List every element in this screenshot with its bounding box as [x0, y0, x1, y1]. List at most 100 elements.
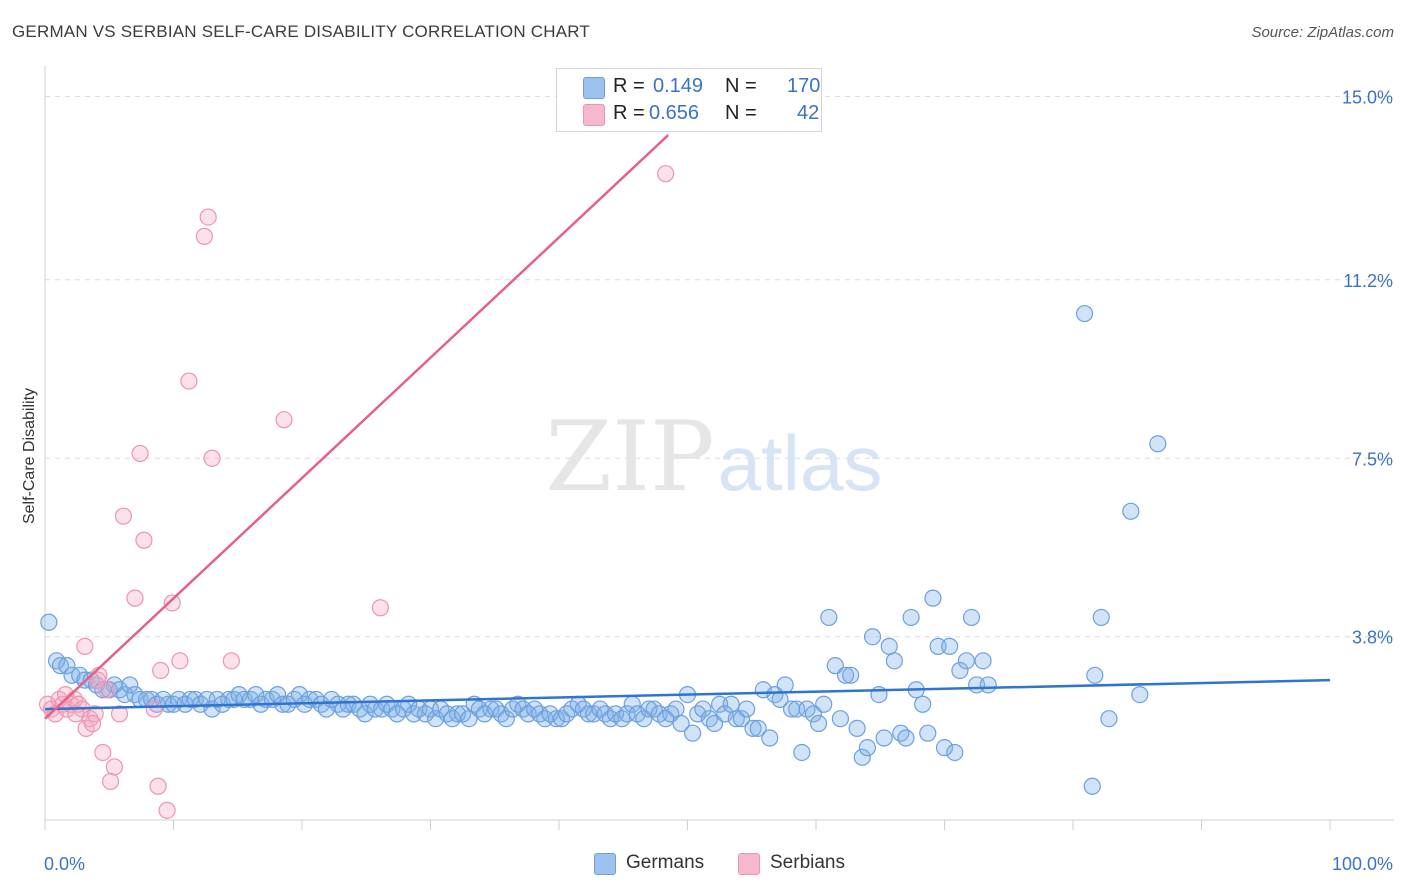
- x-tick-label: 100.0%: [1332, 854, 1393, 874]
- x-tick-label: 0.0%: [44, 854, 85, 874]
- german-point: [979, 676, 997, 694]
- y-tick-label: 11.2%: [1343, 271, 1393, 291]
- german-point: [645, 700, 663, 718]
- german-point: [761, 729, 779, 747]
- legend-r-value: 0.149: [653, 75, 704, 97]
- bottom-legend-swatch-germans: [594, 853, 616, 875]
- german-point: [776, 676, 794, 694]
- german-point: [836, 666, 855, 684]
- serbian-point: [94, 743, 112, 762]
- german-point: [914, 695, 932, 713]
- german-point: [640, 700, 658, 718]
- german-point: [974, 652, 992, 670]
- german-point: [880, 637, 898, 655]
- german-point: [951, 661, 969, 680]
- y-axis-label: Self-Care Disability: [21, 388, 38, 524]
- y-tick-label: 7.5%: [1352, 449, 1393, 469]
- german-point: [935, 739, 954, 757]
- german-point: [863, 628, 882, 646]
- serbian-point: [163, 594, 181, 612]
- german-point: [919, 724, 937, 742]
- germans-trend-line: [44, 678, 1331, 711]
- serbian-point: [131, 444, 149, 463]
- serbian-point: [76, 637, 94, 655]
- german-point: [1092, 608, 1110, 627]
- serbians-trend-line: [44, 134, 670, 720]
- german-point: [416, 705, 434, 723]
- bottom-legend-label: Germans: [626, 852, 705, 873]
- german-point: [924, 589, 942, 607]
- serbian-point: [114, 507, 132, 525]
- legend-r-label: R =: [613, 75, 645, 97]
- german-point: [497, 710, 515, 728]
- serbian-point: [203, 449, 221, 467]
- serbian-point: [171, 652, 189, 670]
- german-point: [1100, 710, 1118, 728]
- serbian-point: [158, 801, 176, 819]
- german-point: [334, 700, 352, 718]
- y-tick-label: 3.8%: [1352, 628, 1393, 648]
- german-point: [793, 743, 811, 762]
- german-point: [1083, 777, 1101, 795]
- german-point: [443, 710, 461, 728]
- legend-swatch-serbians: [583, 104, 605, 126]
- watermark: ZIP atlas: [545, 401, 882, 513]
- legend-n-label: N =: [725, 75, 757, 97]
- serbian-point: [126, 589, 144, 607]
- german-point: [1075, 304, 1094, 323]
- tick-labels: 3.8% 7.5% 11.2% 15.0% 0.0% 100.0%: [44, 88, 1393, 875]
- german-point: [672, 714, 690, 733]
- serbian-point: [83, 714, 102, 733]
- serbian-point: [135, 531, 153, 549]
- german-point: [815, 695, 833, 713]
- german-point: [809, 714, 828, 733]
- serbian-point: [101, 772, 120, 791]
- german-point: [885, 652, 903, 670]
- correlation-legend: R = 0.149 N = 170 R = 0.656 N = 42: [556, 68, 822, 132]
- trend-lines: [44, 134, 1331, 720]
- german-point: [892, 724, 910, 742]
- serbian-point: [195, 227, 213, 245]
- german-point: [356, 705, 374, 723]
- bottom-legend-label: Serbians: [770, 852, 845, 873]
- chart-title: GERMAN VS SERBIAN SELF-CARE DISABILITY C…: [12, 22, 590, 41]
- legend-r-value: 0.656: [649, 102, 700, 124]
- german-point: [558, 705, 576, 723]
- y-tick-label: 15.0%: [1342, 88, 1393, 108]
- serbian-point: [657, 165, 675, 183]
- serbian-point: [152, 661, 170, 680]
- bottom-legend-swatch-serbians: [738, 853, 760, 875]
- german-point: [749, 719, 767, 737]
- german-point: [848, 719, 866, 737]
- german-point: [941, 637, 959, 655]
- german-point: [121, 676, 139, 694]
- serbian-point: [199, 208, 217, 226]
- german-point: [842, 666, 860, 684]
- german-point: [853, 748, 871, 766]
- serbian-point: [145, 700, 163, 718]
- german-point: [897, 729, 915, 747]
- german-point: [831, 710, 850, 728]
- german-point: [51, 657, 70, 675]
- german-point: [58, 657, 76, 675]
- serbian-point: [56, 685, 75, 704]
- serbian-point: [67, 705, 85, 723]
- serbian-point: [149, 777, 167, 795]
- serbian-point: [105, 758, 123, 776]
- german-point: [875, 729, 893, 747]
- german-point: [547, 710, 566, 728]
- german-point: [482, 700, 500, 718]
- serbian-point: [89, 671, 107, 689]
- source-label: Source: ZipAtlas.com: [1251, 24, 1394, 41]
- german-point: [247, 685, 265, 704]
- german-point: [858, 739, 877, 757]
- german-point: [902, 608, 920, 627]
- serbian-point: [222, 652, 240, 670]
- german-point: [1149, 435, 1167, 453]
- legend-r-label: R =: [613, 102, 645, 124]
- legend-swatch-germans: [583, 77, 605, 99]
- serbian-point: [371, 599, 389, 617]
- german-point: [962, 608, 981, 627]
- german-point: [1131, 685, 1149, 704]
